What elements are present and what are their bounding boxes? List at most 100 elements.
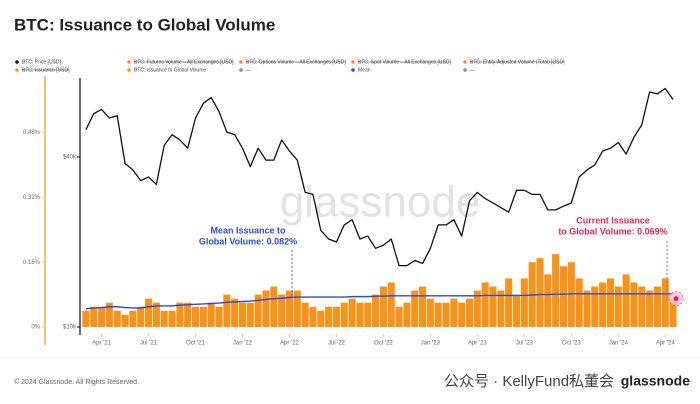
legend-marker [463,68,467,72]
bar [168,310,176,327]
legend-label: BTC: Price [USD] [22,59,62,65]
legend-marker [351,68,355,72]
bar [426,298,434,327]
x-tick-label: Jan '23 [421,341,441,347]
y2-tick-label: $10k [63,325,77,331]
legend-label: — [470,67,475,73]
bar [622,274,630,327]
bar [199,306,207,327]
bar [82,310,90,327]
line [85,293,674,310]
bar [489,286,497,327]
bar [646,290,654,327]
bar [90,306,98,327]
x-tick-label: Apr '21 [92,341,111,347]
x-tick-label: Apr '24 [656,341,675,347]
x-tick-label: Oct '22 [374,341,393,347]
bar [575,278,583,327]
bar [254,294,262,327]
legend-marker [15,68,19,72]
bar [301,302,309,327]
x-tick-label: Jan '24 [609,341,629,347]
legend-label: BTC: Issuance to Global Volume [134,67,206,73]
legend-label: — [246,67,251,73]
bar [340,302,348,327]
legend-marker [127,60,131,64]
line [85,87,674,267]
bar [552,254,560,327]
bar [395,306,403,327]
bar [630,282,638,327]
bar [403,302,411,327]
legend-marker [463,60,467,64]
watermark: glassnode [280,178,481,227]
bar [544,274,552,327]
bar [223,294,231,327]
bar [129,310,137,327]
legend-marker [239,60,243,64]
current-marker [673,296,679,302]
bar [466,298,474,327]
bar [473,290,481,327]
footer: © 2024 Glassnode. All Rights Reserved. [14,378,139,386]
bar [137,306,145,327]
bar [372,294,380,327]
bar [121,314,129,327]
legend-label: BTC: Entity-Adjusted Volume (Total) [USD… [470,59,565,65]
bar [332,306,340,327]
logo: glassnode [621,373,690,389]
bar [599,282,607,327]
legend-marker [127,68,131,72]
annotation: Mean Issuance to [210,225,286,235]
bar [317,310,325,327]
bar [113,310,121,327]
legend-label: BTC: Spot Volume – All Exchanges [USD] [358,59,451,65]
bar [505,278,513,327]
bar [520,278,528,327]
bar [293,290,301,327]
x-tick-label: Jul '22 [328,341,346,347]
legend-marker [351,60,355,64]
bar [458,302,466,327]
chart-title: BTC: Issuance to Global Volume [14,15,275,34]
bar [638,286,646,327]
legend-label: Mean [358,67,371,73]
bar [669,298,677,327]
legend-marker [15,60,19,64]
bar [387,282,395,327]
bar [348,298,356,327]
bar [606,278,614,327]
bar [325,306,333,327]
bar [105,302,113,327]
bar [152,302,160,327]
bar [364,302,372,327]
bar [215,306,223,327]
bar [309,306,317,327]
bar [246,302,254,327]
bar [207,302,215,327]
y-tick-label: 0.32% [23,195,41,201]
bar [270,286,278,327]
x-tick-label: Jul '21 [140,341,158,347]
bar [591,286,599,327]
annotation: Current Issuance [576,215,650,225]
bar [160,310,168,327]
x-tick-label: Apr '22 [280,341,299,347]
bar [145,298,153,327]
bar [379,286,387,327]
bar [238,302,247,327]
bar [536,258,544,327]
x-tick-label: Oct '23 [562,341,581,347]
bar [559,266,568,327]
bar [356,302,364,327]
bar [184,302,192,327]
bar [191,306,200,327]
y-tick-label: 0.16% [23,260,41,266]
bar [481,282,489,327]
bar [442,302,450,327]
legend-label: BTC: Options Volume – All Exchanges [USD… [246,59,346,65]
bar [450,298,458,327]
y-tick-label: 0.48% [23,130,41,136]
